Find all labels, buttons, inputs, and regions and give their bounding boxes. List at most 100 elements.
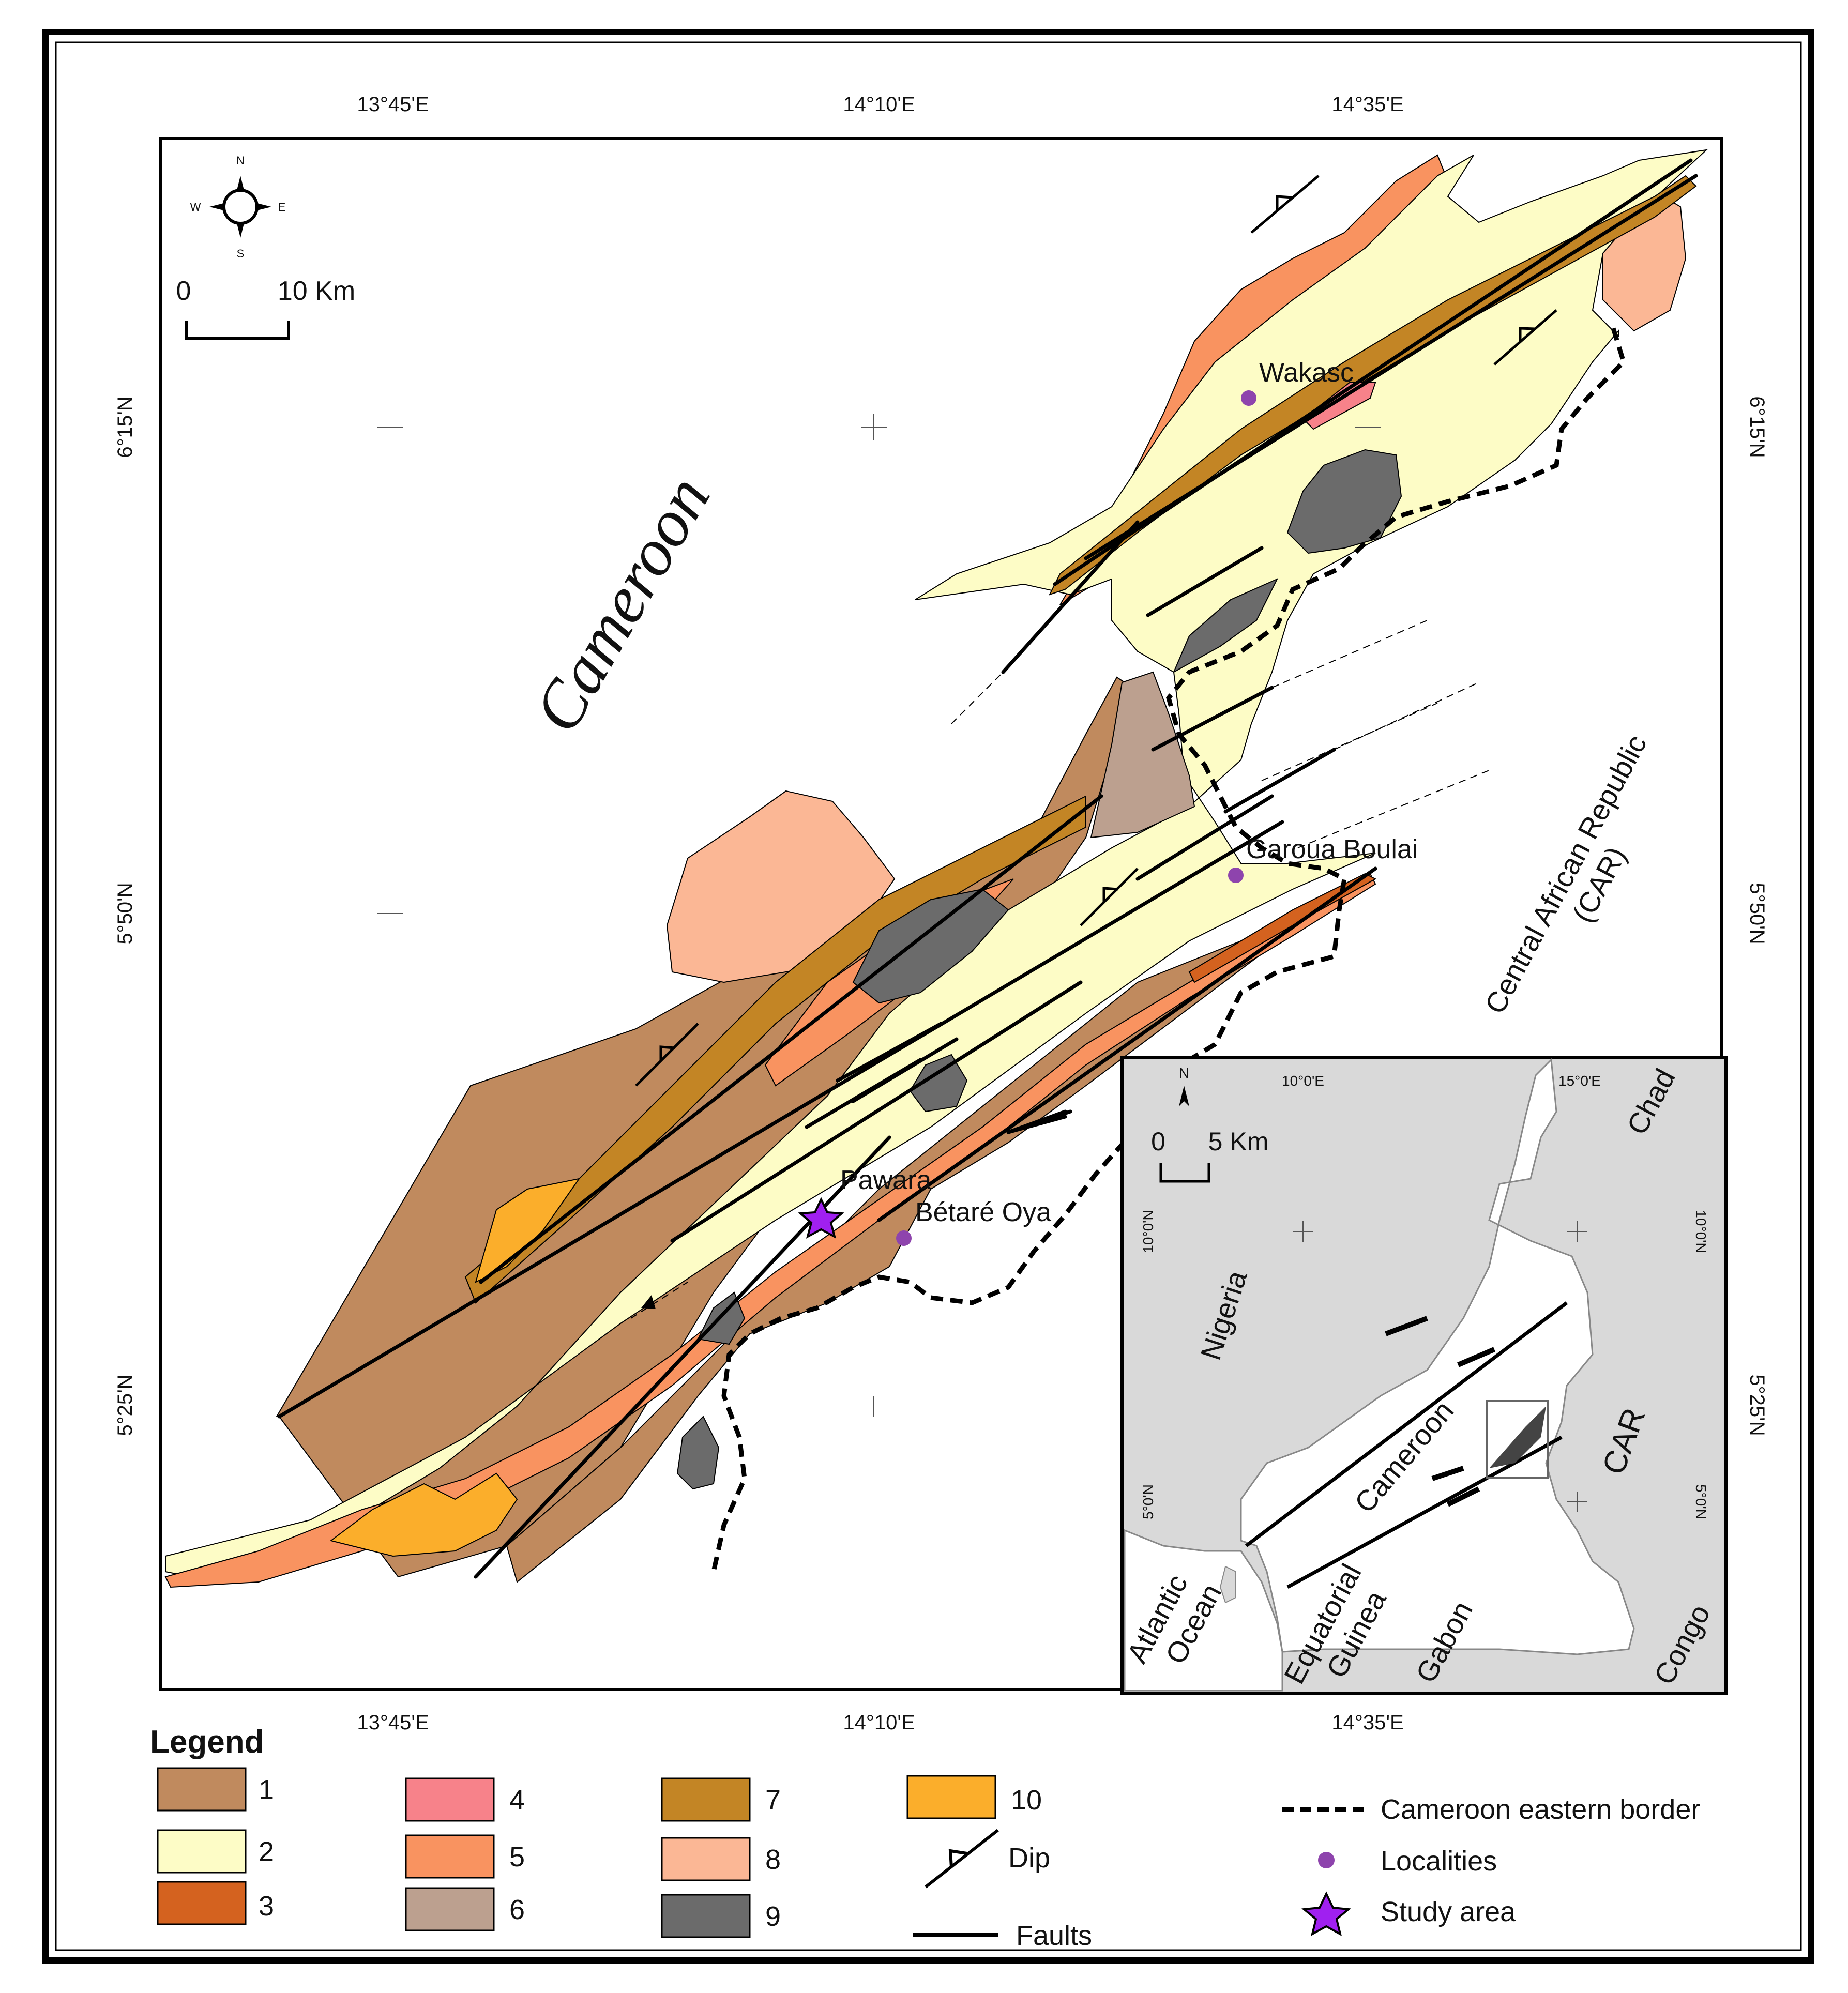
lon-label-top: 13°45'E [357,93,429,116]
outer-frame [42,29,1814,1964]
inferred-fault [1297,770,1490,848]
locality-dot-garoua-boulai [1228,868,1244,883]
inset-lon-label: 10°0'E [1282,1073,1324,1089]
locality-label-garoua-boulai: Garoua Boulai [1246,834,1418,864]
inset-lat-label-right: 10°0'N [1693,1210,1709,1253]
legend-swatch-1 [157,1767,247,1812]
compass-w-label: W [190,201,201,214]
fault-line [670,980,1083,1243]
legend-label-6: 6 [509,1894,525,1925]
legend-swatch-4 [405,1777,495,1822]
legend-label-8: 8 [765,1844,781,1875]
legend-label-1: 1 [259,1774,274,1805]
dip-symbols [635,175,1557,1087]
locality-label-betare-oya: Bétaré Oya [915,1197,1051,1227]
inset-fault [1245,1301,1568,1547]
locality-label-pawara: Pawara [840,1165,931,1195]
fault-line [1084,174,1698,560]
locality-dot-wakasc [1241,390,1256,406]
fault-line [877,866,1377,1222]
cameroon-eastern-border [711,327,1627,1572]
legend-dip-symbol [925,1829,999,1889]
legend: Legend 1 2 3 4 5 6 7 8 9 10 Dip Faults C… [150,1724,1700,1951]
scale-distance-label: 10 Km [278,276,355,306]
locality-dot-betare-oya [896,1230,912,1246]
lat-label-left: 5°25'N [114,1374,137,1436]
scale-zero-label: 0 [176,276,191,306]
inferred-fault [1261,703,1438,781]
lon-label-top: 14°35'E [1331,93,1403,116]
inner-frame-line [55,41,1802,1951]
lon-label-bottom: 14°10'E [843,1711,915,1734]
unit-9-grey-1 [1286,449,1402,554]
fault-line [851,1037,959,1103]
fault-line [277,820,1284,1419]
lat-label-right: 5°50'N [1746,883,1768,944]
inset-cameroon-territory [1240,1058,1635,1655]
legend-swatch-3 [157,1881,247,1925]
fault-line [836,1022,943,1083]
legend-locality-symbol [1318,1852,1335,1868]
fault-line [1223,748,1336,814]
legend-swatch-8 [661,1837,751,1881]
inset-lat-label-left: 5°0'N [1140,1484,1156,1519]
unit-9-grey-4 [909,1054,968,1113]
compass-n-label: N [236,154,245,167]
legend-label-10: 10 [1011,1785,1042,1816]
legend-label-4: 4 [509,1785,525,1816]
faults [277,158,1698,1579]
fault-line [1135,794,1274,881]
inset-north-arrow [1179,1086,1189,1106]
fault-line [1001,520,1140,674]
fault-line [1006,1109,1072,1134]
inset-scale-zero: 0 [1151,1127,1165,1156]
legend-title: Legend [150,1724,264,1760]
localities: Wakasc Garoua Boulai Pawara Bétaré Oya [798,358,1418,1246]
dip-symbol [1250,175,1320,234]
fault-line [1151,686,1274,752]
compass-rose: N S E W [190,154,286,260]
inset-north-label: N [1179,1065,1189,1081]
legend-label-3: 3 [259,1891,274,1922]
lat-label-left: 6°15'N [114,396,137,458]
inset-shear-arrow [1446,1486,1480,1507]
inferred-fault [1334,682,1479,750]
inset-map: N 0 5 Km 10°0'E 15°0'E 10°0'N 5°0'N 10°0… [1120,1056,1728,1695]
dip-symbol [635,1023,699,1087]
inset-scale-bar [1159,1163,1210,1183]
legend-label-study-area: Study area [1381,1896,1516,1927]
unit-10-west [475,1178,581,1283]
legend-swatch-2 [157,1829,247,1874]
dip-symbol [1493,309,1557,366]
unit-10-sw [329,1472,518,1557]
inset-study-box [1486,1400,1549,1479]
compass-s-label: S [237,247,245,260]
coordinate-labels: 13°45'E 14°10'E 14°35'E 13°45'E 14°10'E … [114,93,1768,1734]
legend-swatch-9 [661,1894,751,1938]
geology-units [164,149,1708,1588]
compass-e-label: E [278,201,286,214]
inset-grid-crosses [1293,1221,1587,1512]
legend-label-dip: Dip [1008,1843,1050,1874]
inset-shear-arrow [1385,1316,1428,1336]
legend-label-2: 2 [259,1836,274,1867]
legend-label-localities: Localities [1381,1846,1497,1877]
inset-shear-arrow [1431,1466,1464,1481]
locality-label-wakasc: Wakasc [1259,358,1354,388]
inset-lat-label-right: 5°0'N [1693,1484,1709,1519]
unit-9-grey-3 [852,888,1009,1004]
legend-label-faults: Faults [1016,1920,1092,1951]
grid-crosses [377,414,1381,1417]
small-dip-triangle [641,1295,656,1309]
legend-study-area-star [1301,1891,1351,1936]
legend-swatch-6 [405,1887,495,1931]
unit-1-brown-east [506,872,1371,1583]
unit-9-grey-2 [1172,577,1279,674]
lon-label-bottom: 13°45'E [357,1711,429,1734]
inferred-fault [1271,620,1428,688]
dip-symbol [1080,868,1139,926]
legend-swatch-5 [405,1834,495,1879]
inset-lat-label-left: 10°0'N [1140,1210,1156,1253]
